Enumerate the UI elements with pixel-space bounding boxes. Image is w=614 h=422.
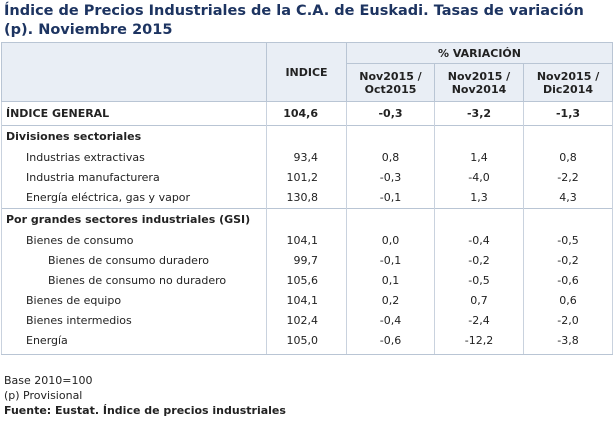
section-row: Por grandes sectores industriales (GSI) [1,207,614,230]
row-value: -0,4 [346,310,435,330]
row-value: -0,5 [434,270,524,290]
row-label: Energía eléctrica, gas y vapor [1,187,267,208]
row-value: 1,3 [434,187,524,208]
row-indice: 105,0 [266,330,347,350]
row-end [1,350,614,355]
header-col-line: Dic2014 [542,82,594,96]
row-value: -0,2 [522,250,614,270]
section-heading: Por grandes sectores industriales (GSI) [1,207,267,230]
row-value: 0,6 [522,290,614,310]
header-variacion: % VARIACIÓN [345,42,614,64]
row-value: -0,4 [434,230,524,250]
row-value: 0,0 [346,230,435,250]
row-label: Bienes intermedios [1,310,267,330]
row-value: -0,6 [522,270,614,290]
row-value: -0,3 [346,101,435,126]
section-heading: Divisiones sectoriales [1,125,267,148]
header-row: Nov2015 /Oct2015 Nov2015 /Nov2014 Nov2015 … [2,63,614,102]
row-value: 0,8 [522,147,614,168]
row-label: Bienes de consumo [1,230,267,250]
row-value: 0,2 [346,290,435,310]
row-value: -12,2 [434,330,524,350]
header-col-line: Nov2014 [451,82,507,96]
row-indice: 104,1 [266,290,347,310]
row-label: Industrias extractivas [1,147,267,168]
cell [266,207,347,230]
row-indice: 99,7 [266,250,347,270]
row: Bienes de consumo duradero 99,7 -0,1 -0,2 -0… [1,250,614,270]
row-value: -3,8 [522,330,614,350]
row: Bienes de equipo 104,1 0,2 0,7 0,6 [1,290,614,310]
header-col-line: Oct2015 [364,82,417,96]
title: Índice de Precios Industriales de la C.A… [4,3,584,38]
footer: Base 2010=100 (p) Provisional Fuente: Eust… [4,373,286,418]
row-label: Industria manufacturera [1,167,267,188]
row-value: 0,1 [346,270,435,290]
cell [346,350,435,355]
row-indice: 104,6 [266,101,347,126]
cell [1,350,267,355]
source: Fuente: Eustat. Índice de precios indust… [4,404,286,417]
table: INDICE% VARIACIÓN Nov2015 /Oct2015 Nov2015… [1,42,614,355]
header-col-line: Nov2015 / [536,69,600,83]
cell [522,350,614,355]
row-value: -0,5 [522,230,614,250]
row-value: 4,3 [522,187,614,208]
row-value: 0,7 [434,290,524,310]
row-label: Energía [1,330,267,350]
row: Energía 105,0 -0,6 -12,2 -3,8 [1,330,614,350]
row-label: Bienes de equipo [1,290,267,310]
row: Industrias extractivas 93,4 0,8 1,4 0,8 [1,147,614,168]
header-col: Nov2015 /Dic2014 [522,63,614,102]
row: Industria manufacturera 101,2 -0,3 -4,0 -2,2 [1,167,614,188]
header-indice: INDICE [266,42,347,102]
header-cell [1,42,267,102]
row-value: 1,4 [434,147,524,168]
header-row: INDICE% VARIACIÓN [1,42,614,102]
cell [434,125,524,148]
cell [522,125,614,148]
row-value: -3,2 [434,101,524,126]
cell [266,350,347,355]
cell [522,207,614,230]
cell [346,125,435,148]
row-indice: 102,4 [266,310,347,330]
row: ÍNDICE GENERAL 104,6 -0,3 -3,2 -1,3 [1,101,614,126]
row-label: Bienes de consumo duradero [1,250,267,270]
row-indice: 130,8 [266,187,347,208]
row-label: ÍNDICE GENERAL [1,101,267,126]
row: Bienes intermedios 102,4 -0,4 -2,4 -2,0 [1,310,614,330]
row-value: -4,0 [434,167,524,188]
row-value: -1,3 [522,101,614,126]
row: Bienes de consumo no duradero 105,6 0,1 -0,… [1,270,614,290]
header-col-line: Nov2015 / [359,69,422,83]
row: Bienes de consumo 104,1 0,0 -0,4 -0,5 [1,230,614,250]
header-col: Nov2015 /Nov2014 [434,63,524,102]
row-value: -0,3 [346,167,435,188]
row-indice: 93,4 [266,147,347,168]
row-value: -0,6 [346,330,435,350]
row-value: -2,2 [522,167,614,188]
row-value: -2,0 [522,310,614,330]
row: Energía eléctrica, gas y vapor 130,8 -0,1 1… [1,187,614,208]
cell [346,207,435,230]
row-label: Bienes de consumo no duradero [1,270,267,290]
row-value: 0,8 [346,147,435,168]
row-value: -0,1 [346,250,435,270]
section-row: Divisiones sectoriales [1,125,614,148]
row-value: -0,2 [434,250,524,270]
cell [434,350,524,355]
note: Base 2010=100 [4,374,93,387]
cell [266,125,347,148]
cell [434,207,524,230]
row-indice: 105,6 [266,270,347,290]
row-indice: 101,2 [266,167,347,188]
row-indice: 104,1 [266,230,347,250]
note: (p) Provisional [4,389,83,402]
row-value: -2,4 [434,310,524,330]
row-value: -0,1 [346,187,435,208]
header-col: Nov2015 /Oct2015 [346,63,435,102]
header-col-line: Nov2015 / [447,69,511,83]
